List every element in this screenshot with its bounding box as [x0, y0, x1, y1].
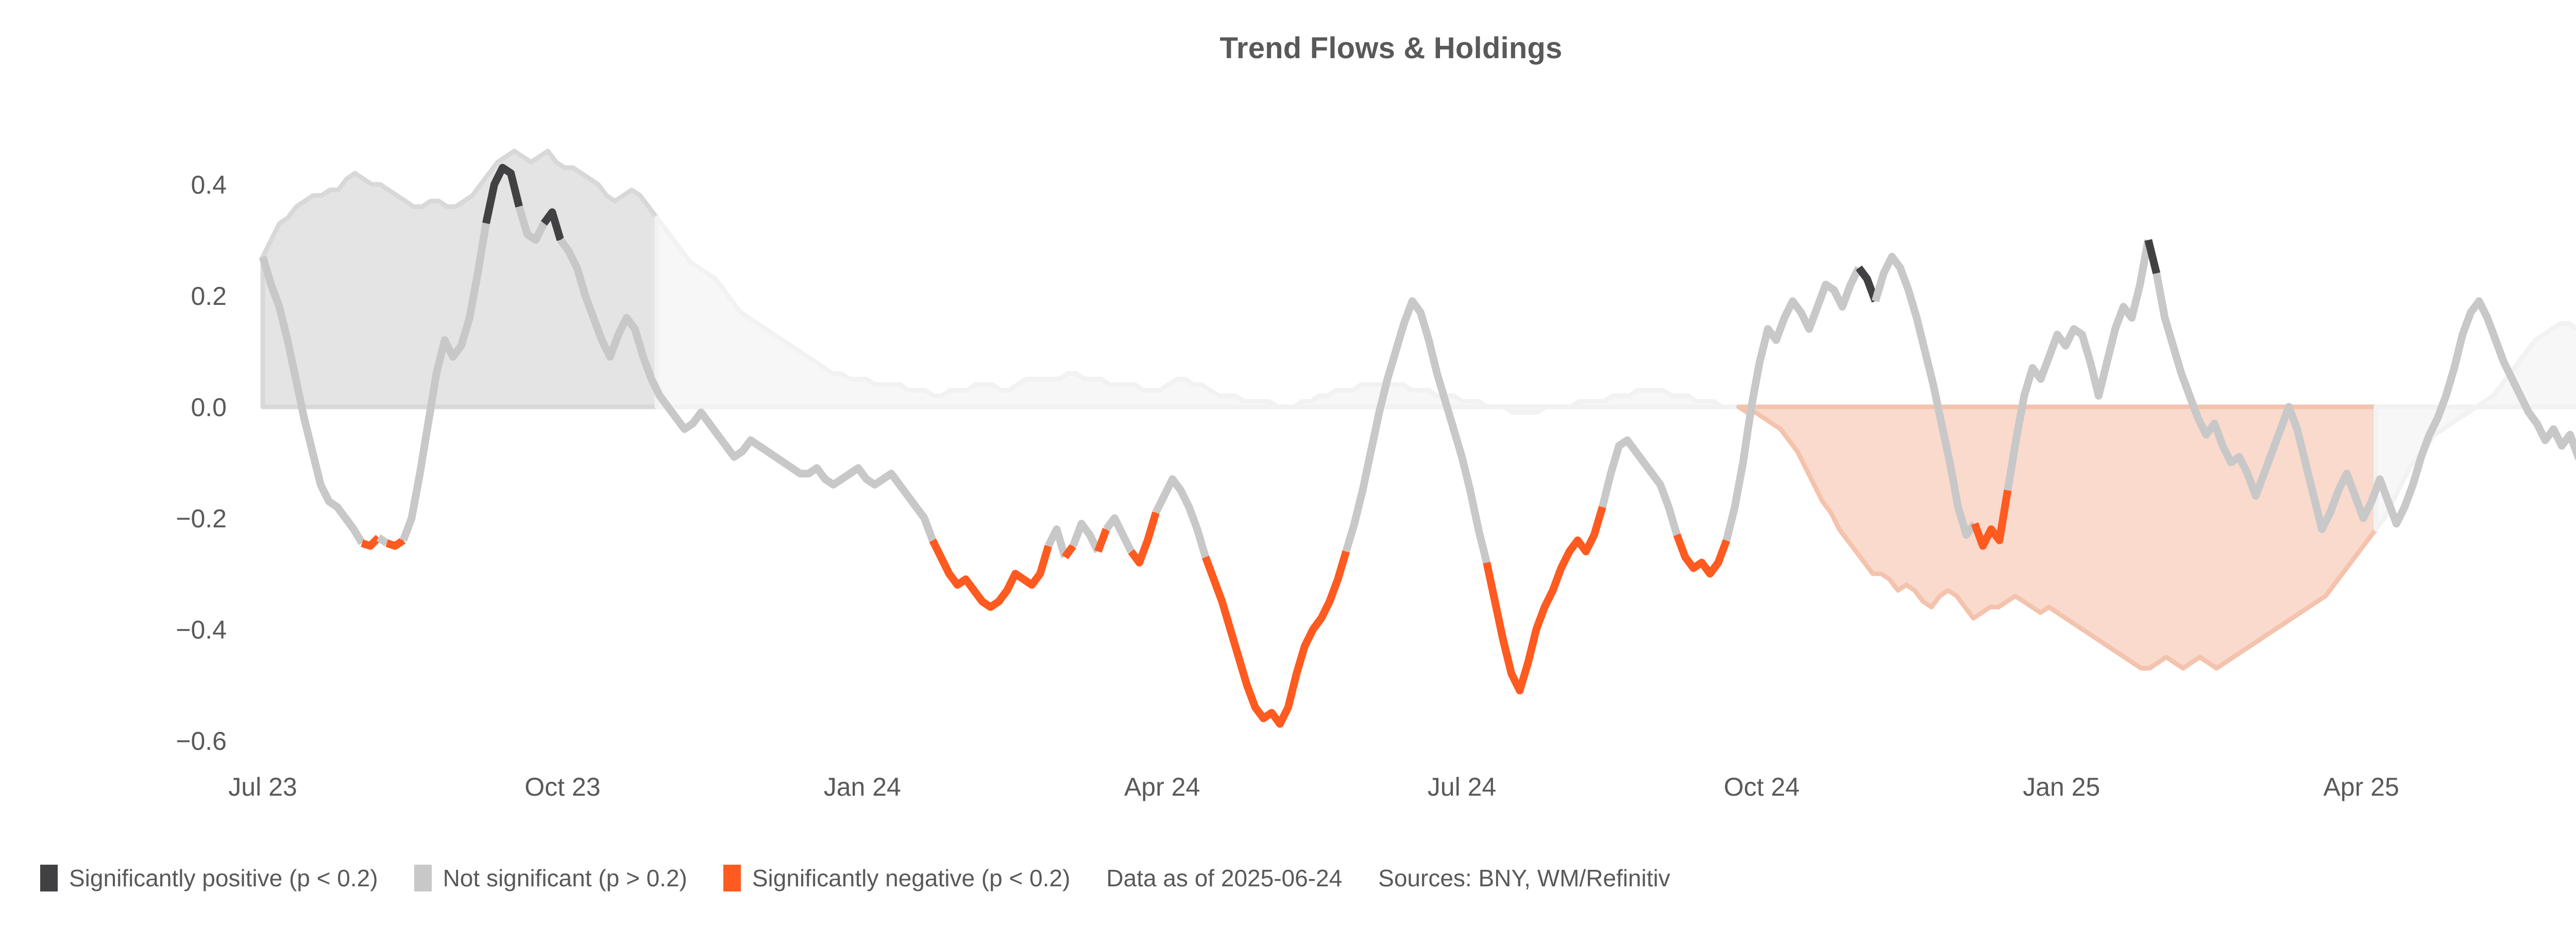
- y-axis-tick-label: 0.2: [191, 282, 227, 311]
- flows-line-segment: [1855, 265, 1879, 303]
- flows-line-segment: [1871, 252, 1978, 539]
- flows-line-segment: [376, 534, 389, 546]
- legend-label-significantly-negative: Significantly negative (p < 0.2): [752, 865, 1071, 891]
- flows-line-segment: [1201, 550, 1350, 728]
- flows-line-segment: [1045, 525, 1069, 558]
- x-axis-tick-label: Jan 24: [824, 772, 901, 801]
- flows-line-segment: [2153, 272, 2576, 534]
- holdings-area-segment: [1736, 404, 2379, 671]
- x-axis-tick-label: Jul 23: [228, 772, 297, 801]
- legend-swatch-significantly-positive: [40, 865, 58, 891]
- legend-item-1[interactable]: Not significant (p > 0.2): [414, 855, 687, 901]
- flows-line-segment: [259, 255, 366, 545]
- flows-line-segment: [361, 535, 382, 550]
- flows-line-segment: [1673, 533, 1731, 578]
- flows-line-segment: [1061, 543, 1077, 560]
- flows-line-segment: [2004, 239, 2153, 491]
- flows-line-segment: [1094, 527, 1110, 553]
- y-axis-tick-label: 0.4: [191, 170, 227, 199]
- flows-line-layer: [259, 164, 2576, 728]
- legend-swatch-not-significant: [414, 865, 432, 891]
- legend-swatch-significantly-negative: [723, 865, 741, 891]
- flows-line-segment: [1971, 489, 2012, 550]
- holdings-area-layer: [260, 148, 2576, 671]
- flows-line-segment: [1722, 266, 1862, 542]
- flows-line-segment: [385, 537, 406, 550]
- x-axis-tick-label: Oct 23: [524, 772, 600, 801]
- flows-line-segment: [1128, 511, 1160, 566]
- y-axis-tick-label: −0.6: [176, 727, 227, 756]
- flows-line-segment: [482, 164, 523, 225]
- flows-line-segment: [557, 237, 937, 542]
- y-axis-tick-label: −0.2: [176, 504, 227, 533]
- legend-label-significantly-positive: Significantly positive (p < 0.2): [69, 865, 378, 891]
- flows-line-segment: [540, 208, 565, 242]
- flows-line-segment: [929, 538, 1053, 611]
- data-as-of-note: Data as of 2025-06-24: [1106, 865, 1343, 891]
- x-axis-tick-label: Jan 25: [2023, 772, 2100, 801]
- legend-item-2[interactable]: Significantly negative (p < 0.2): [723, 855, 1071, 901]
- holdings-area-segment: [260, 148, 659, 409]
- legend-label-not-significant: Not significant (p > 0.2): [443, 865, 687, 891]
- x-axis-tick-label: Oct 24: [1724, 772, 1800, 801]
- y-axis-tick-layer: 0.4 0.2 0.0 −0.2 −0.4 −0.6: [176, 170, 227, 756]
- flows-line-segment: [1103, 514, 1135, 554]
- y-axis-tick-label: −0.4: [176, 615, 227, 644]
- x-axis-tick-label: Apr 25: [2323, 772, 2399, 801]
- page-title: Trend Flows & Holdings: [1219, 31, 1563, 65]
- flows-line-segment: [1152, 475, 1210, 558]
- flows-line-segment: [1070, 520, 1101, 554]
- legend-item-0[interactable]: Significantly positive (p < 0.2): [40, 855, 378, 901]
- flows-line-segment: [1342, 297, 1490, 564]
- x-axis-tick-label: Jul 24: [1428, 772, 1496, 801]
- holdings-area-segment: [654, 215, 1741, 415]
- x-axis-tick-layer: Jul 23 Oct 23 Jan 24 Apr 24 Jul 24 Oct 24 Jan …: [228, 772, 2399, 801]
- sources-note: Sources: BNY, WM/Refinitiv: [1378, 865, 1670, 891]
- flows-line-segment: [1483, 506, 1606, 695]
- x-axis-tick-label: Apr 24: [1124, 772, 1200, 801]
- flows-line-segment: [1599, 436, 1681, 536]
- flows-line-segment: [515, 205, 548, 244]
- flows-line-segment: [399, 222, 490, 542]
- flows-line-segment: [2144, 239, 2161, 274]
- y-axis-tick-label: 0.0: [191, 393, 227, 422]
- chart-legend: Significantly positive (p < 0.2) Not sig…: [0, 855, 2576, 901]
